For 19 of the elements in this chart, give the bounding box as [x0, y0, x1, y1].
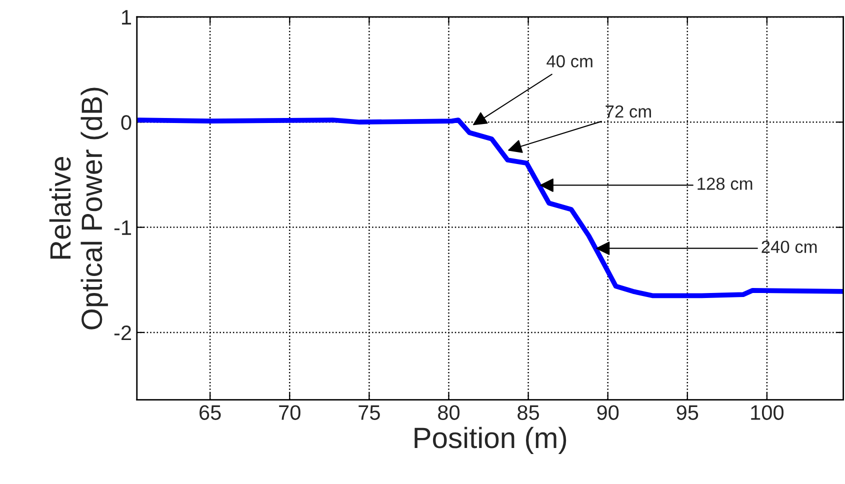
annotation: 40 cm	[546, 55, 592, 68]
x-tick-label: 75	[358, 405, 380, 420]
x-tick-label: 80	[438, 405, 460, 420]
x-tick-label: 70	[279, 405, 300, 420]
y-axis-title: Relative Optical Power (dB)	[49, 88, 108, 330]
y-tick-label: 1	[122, 10, 132, 24]
x-tick-label: 90	[597, 405, 619, 420]
x-axis-title: Position (m)	[414, 426, 566, 454]
annotation: 240 cm	[762, 240, 817, 253]
annotation: 72 cm	[606, 105, 651, 118]
y-tick-label: -2	[114, 325, 131, 340]
x-tick-label: 65	[200, 405, 221, 420]
y-tick-label: 0	[121, 115, 132, 130]
x-tick-label: 95	[676, 405, 698, 420]
annotation: 128 cm	[698, 178, 752, 190]
line-series	[136, 118, 844, 298]
x-tick-label: 100	[751, 405, 784, 420]
x-tick-label: 85	[518, 405, 539, 420]
y-tick-label: -1	[114, 220, 132, 235]
